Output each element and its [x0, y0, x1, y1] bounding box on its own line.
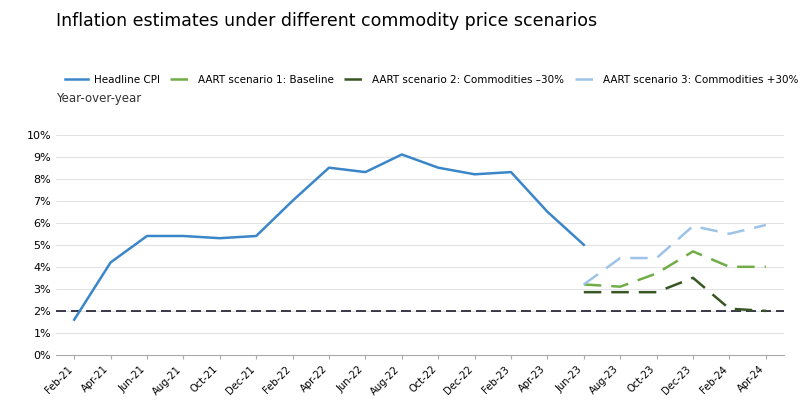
Text: Inflation estimates under different commodity price scenarios: Inflation estimates under different comm… — [56, 12, 597, 30]
Text: Year-over-year: Year-over-year — [56, 92, 142, 105]
Legend: Headline CPI, AART scenario 1: Baseline, AART scenario 2: Commodities –30%, AART: Headline CPI, AART scenario 1: Baseline,… — [62, 71, 800, 89]
